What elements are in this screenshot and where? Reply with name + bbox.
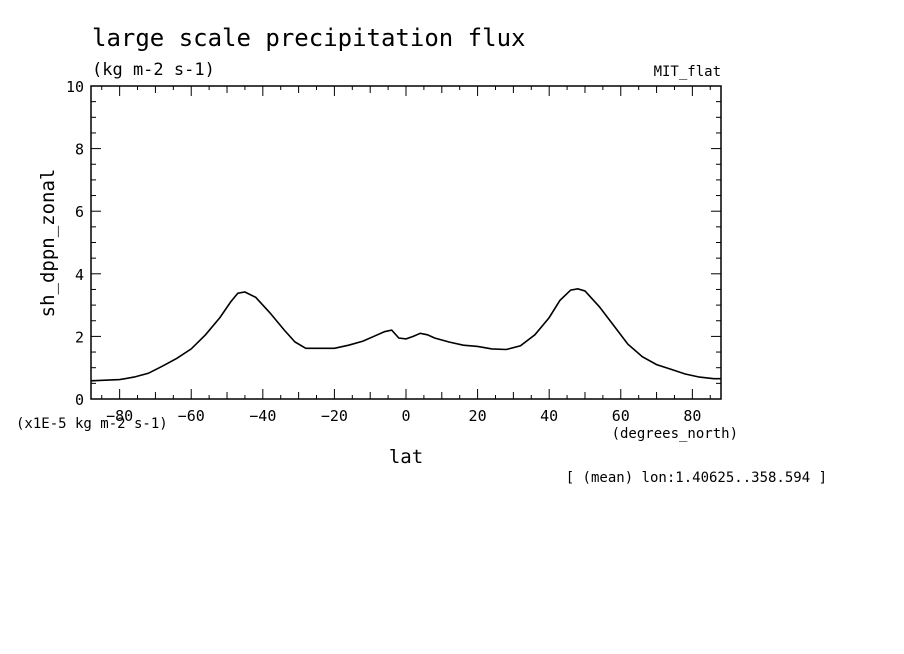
- x-ticks: −80 −60 −40 −20 0 20 40 60 80: [101, 86, 711, 425]
- x-tick-label: 80: [683, 407, 701, 425]
- y-tick-label: 0: [75, 391, 84, 409]
- y-tick-label: 6: [75, 203, 84, 221]
- y-units-label: (x1E-5 kg m-2 s-1): [16, 416, 168, 432]
- x-axis-title: lat: [389, 446, 423, 468]
- y-tick-label: 4: [75, 266, 84, 284]
- dataset-label: MIT_flat: [654, 64, 721, 80]
- chart-subtitle: (kg m-2 s-1): [92, 60, 215, 80]
- x-tick-label: −80: [106, 407, 133, 425]
- y-axis-title: sh_dppn_zonal: [37, 169, 59, 318]
- y-ticks: 0 2 4 6 8 10: [66, 78, 721, 409]
- series-line: [90, 287, 721, 382]
- x-tick-label: 40: [540, 407, 558, 425]
- x-tick-label: 0: [401, 407, 410, 425]
- y-tick-label: 10: [66, 78, 84, 96]
- y-tick-label: 2: [75, 328, 84, 346]
- chart-title: large scale precipitation flux: [92, 24, 525, 52]
- plot-frame: [90, 85, 722, 400]
- footnote: [ (mean) lon:1.40625..358.594 ]: [566, 470, 827, 486]
- x-tick-label: −20: [321, 407, 348, 425]
- x-tick-label: 60: [612, 407, 630, 425]
- x-tick-label: 20: [469, 407, 487, 425]
- x-units-label: (degrees_north): [612, 426, 738, 442]
- x-tick-label: −60: [178, 407, 205, 425]
- x-tick-label: −40: [249, 407, 276, 425]
- y-tick-label: 8: [75, 141, 84, 159]
